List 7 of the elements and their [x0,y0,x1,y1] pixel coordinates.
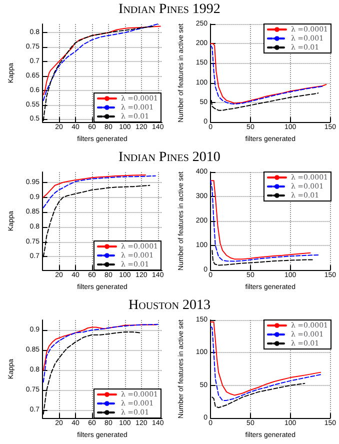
line-series [42,174,146,198]
chart-title: Indian Pines 1992 [118,1,222,19]
line-series [42,175,156,208]
line-series [42,324,158,383]
line-series [42,324,157,371]
chart-title: Indian Pines 2010 [118,149,222,167]
chart-title: Houston 2013 [128,297,212,315]
